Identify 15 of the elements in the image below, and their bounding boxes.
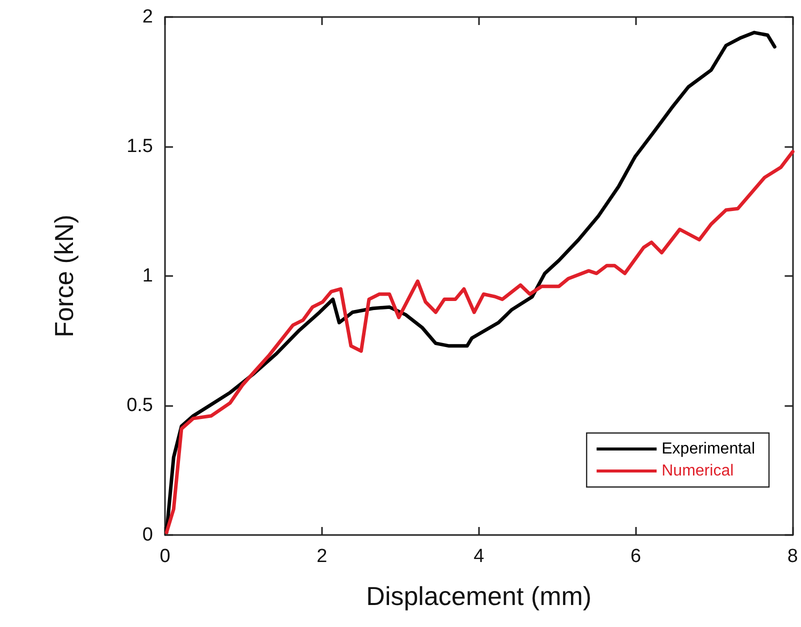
line-series bbox=[164, 30, 776, 534]
x-tick-label: 6 bbox=[630, 546, 642, 567]
x-tick-label: 2 bbox=[316, 546, 328, 567]
y-tick-label: 1 bbox=[142, 266, 153, 286]
y-axis-title: Force (kN) bbox=[49, 214, 79, 338]
legend-label: Numerical bbox=[662, 462, 734, 480]
y-tick-label: 0 bbox=[142, 524, 153, 546]
x-tick-label: 4 bbox=[474, 546, 485, 567]
y-tick-label: 1.5 bbox=[126, 136, 153, 157]
y-tick-label: 0.5 bbox=[126, 395, 153, 416]
y-tick-label: 2 bbox=[142, 6, 153, 28]
legend-label: Experimental bbox=[662, 440, 755, 458]
x-axis-title: Displacement (mm) bbox=[366, 581, 592, 611]
x-tick-label: 0 bbox=[160, 546, 170, 567]
x-tick-label: 8 bbox=[787, 546, 798, 567]
